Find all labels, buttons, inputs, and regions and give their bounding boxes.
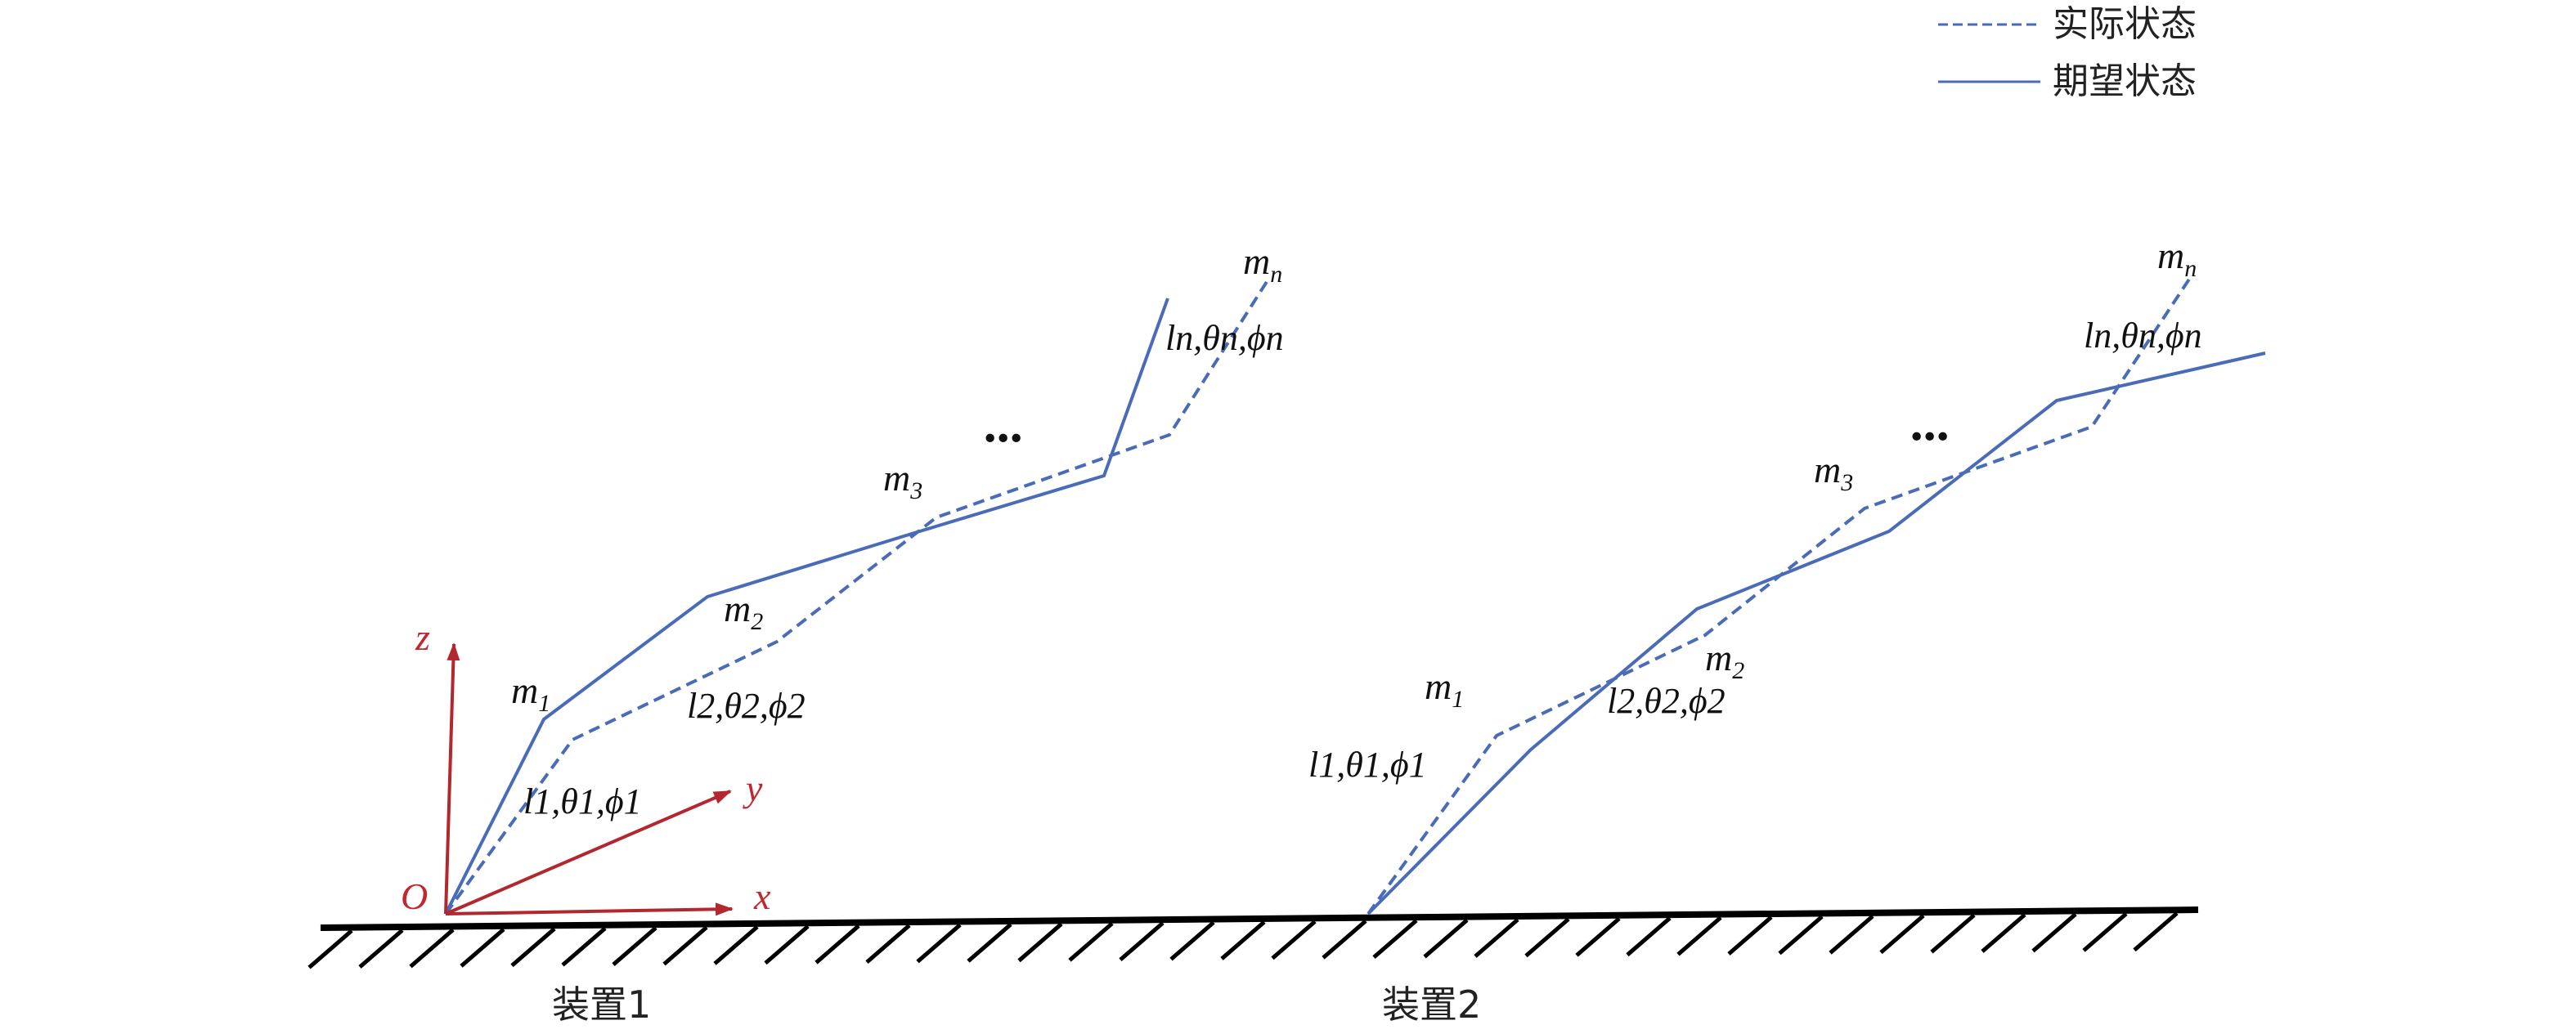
ground-hatch-line xyxy=(1676,915,1722,956)
device-2-segment-1-params: l1,θ1,ϕ1 xyxy=(1308,745,1427,785)
ground-hatch-line xyxy=(1879,914,1925,955)
z-axis-label: z xyxy=(415,616,430,658)
ground-hatch-line xyxy=(2082,911,2128,952)
y-axis xyxy=(445,790,732,915)
ground-hatch-line xyxy=(2133,911,2179,952)
ground-hatch-line xyxy=(1474,918,1519,958)
device-1-caption: 装置1 xyxy=(552,983,651,1027)
coordinate-axes xyxy=(444,642,734,916)
y-axis-label: y xyxy=(743,768,763,809)
ground xyxy=(307,906,2199,969)
ground-hatch-line xyxy=(460,927,505,968)
ground-hatch-line xyxy=(1220,920,1266,960)
ground-hatch-line xyxy=(1017,922,1063,963)
ground-hatch-line xyxy=(1778,915,1824,956)
device-2-node-mn: mn xyxy=(2157,235,2197,282)
x-axis xyxy=(445,902,734,916)
ground-hatch-line xyxy=(1169,920,1215,961)
ground-hatch-line xyxy=(1271,920,1317,960)
ground-hatch-line xyxy=(1727,915,1773,956)
device-1-node-m1: m1 xyxy=(511,669,550,717)
device-2-caption: 装置2 xyxy=(1382,983,1481,1027)
ground-hatch-line xyxy=(1981,913,2026,953)
device-2-node-m1: m1 xyxy=(1425,665,1464,713)
device-1-node-m2: m2 xyxy=(724,588,763,635)
device-1-segment-2-params: l2,θ2,ϕ2 xyxy=(687,686,806,726)
ground-hatch-line xyxy=(2031,912,2077,953)
legend-solid-label: 期望状态 xyxy=(2053,60,2197,102)
device-1-segment-1-params: l1,θ1,ϕ1 xyxy=(523,781,642,821)
z-axis xyxy=(444,642,460,915)
ground-hatch-line xyxy=(1829,914,1874,955)
device-2: m1 m2 m3 mn l1,θ1,ϕ1 l2,θ2,ϕ2 ln,θn,ϕn .… xyxy=(1308,235,2266,1027)
ground-hatch-line xyxy=(307,929,353,969)
device-1-actual-chain xyxy=(444,276,1271,915)
ground-hatch-line xyxy=(916,923,962,964)
ground-hatch-line xyxy=(612,926,657,966)
ground-hatch-line xyxy=(1423,918,1469,959)
ground-hatching xyxy=(307,911,2179,969)
ground-hatch-line xyxy=(561,926,607,967)
ground-hatch-line xyxy=(409,928,455,969)
ground-hatch-line xyxy=(358,929,404,969)
device-1-segment-n-params: ln,θn,ϕn xyxy=(1165,318,1284,358)
device-2-node-m3: m3 xyxy=(1814,449,1853,496)
device-2-desired-chain xyxy=(1367,351,2266,915)
ground-hatch-line xyxy=(713,924,759,965)
ground-hatch-line xyxy=(662,925,708,966)
device-2-segment-n-params: ln,θn,ϕn xyxy=(2084,316,2202,356)
origin-label: O xyxy=(401,875,428,917)
device-1-node-mn: mn xyxy=(1243,240,1282,288)
ground-hatch-line xyxy=(1575,916,1621,957)
ground-hatch-line xyxy=(510,927,556,968)
legend: 实际状态 期望状态 xyxy=(1938,3,2197,102)
ground-hatch-line xyxy=(1068,921,1114,962)
ground-hatch-line xyxy=(815,924,860,965)
ground-line xyxy=(320,906,2199,931)
device-1-ellipsis: ... xyxy=(985,395,1025,453)
ground-hatch-line xyxy=(865,924,911,964)
legend-dashed-label: 实际状态 xyxy=(2053,3,2197,45)
device-1-node-m3: m3 xyxy=(883,457,922,504)
x-axis-label: x xyxy=(753,875,771,917)
device-2-node-m2: m2 xyxy=(1705,637,1744,684)
ground-hatch-line xyxy=(1930,913,1976,954)
device-2-actual-chain xyxy=(1367,276,2192,915)
device-1: O x y z m1 m2 m3 mn l1,θ1,ϕ1 l2,θ2,ϕ2 ln… xyxy=(401,240,1284,1027)
ground-hatch-line xyxy=(1626,916,1672,957)
device-1-desired-chain xyxy=(444,298,1169,915)
ground-hatch-line xyxy=(764,924,810,965)
ground-hatch-line xyxy=(967,923,1012,963)
ground-hatch-line xyxy=(1322,919,1367,960)
ground-hatch-line xyxy=(1119,921,1165,962)
ground-hatch-line xyxy=(1524,917,1570,958)
ground-hatch-line xyxy=(1372,919,1418,960)
device-2-ellipsis: ... xyxy=(1912,393,1951,451)
device-2-segment-2-params: l2,θ2,ϕ2 xyxy=(1607,681,1726,721)
